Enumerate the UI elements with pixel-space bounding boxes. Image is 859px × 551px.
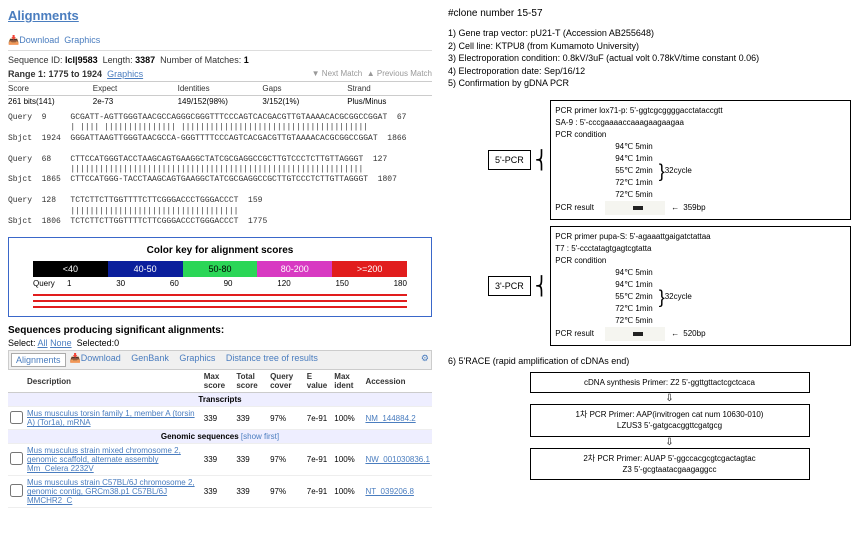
color-key-axis: 1306090120150180 [67,279,407,288]
results-table: Description Max score Total score Query … [8,370,432,508]
graphics-link[interactable]: Graphics [64,35,100,45]
color-key-segment: 50-80 [183,261,258,277]
alignment-block: Query 9 GCGATT-AGTTGGGTAACGCCAGGGCGGGTTT… [8,113,432,227]
row-checkbox[interactable] [10,411,23,424]
result-description[interactable]: Mus musculus strain C57BL/6J chromosome … [25,476,202,508]
transcripts-section: Transcripts [8,393,432,407]
row-checkbox[interactable] [10,484,23,497]
color-key-panel: Color key for alignment scores <4040-505… [8,237,432,317]
3prime-pcr-label: 3'-PCR [488,276,531,296]
color-key-bar: <4040-5050-8080-200>=200 [33,261,407,277]
tab-alignments[interactable]: Alignments [11,353,66,367]
flow-step-3: 2차 PCR Primer: AUAP 5'-ggccacgcgtcgactag… [530,448,810,480]
tab-graphics[interactable]: Graphics [179,353,215,367]
gear-icon[interactable]: ⚙ [421,353,429,367]
select-all-link[interactable]: All [38,338,48,348]
color-key-segment: <40 [33,261,108,277]
accession-link[interactable]: NT_039206.8 [363,476,432,508]
select-row: Select: All None Selected:0 [8,338,432,348]
tabs-bar: Alignments 📥Download GenBank Graphics Di… [8,350,432,370]
experiment-notes: 1) Gene trap vector: pU21-T (Accession A… [448,27,851,90]
genomic-section: Genomic sequences [show first] [8,430,432,444]
seq-id: lcl|9583 [65,55,98,65]
links-row: 📥Download Graphics [8,35,432,46]
color-key-title: Color key for alignment scores [13,242,427,259]
stats-header: Score Expect Identities Gaps Strand [8,81,432,96]
gel-3prime [605,327,665,341]
tab-distance-tree[interactable]: Distance tree of results [226,353,318,367]
stats-row: 261 bits(141) 2e-73 149/152(98%) 3/152(1… [8,96,432,107]
results-header-row: Description Max score Total score Query … [8,370,432,393]
5prime-pcr-label: 5'-PCR [488,150,531,170]
clone-number: #clone number 15-57 [448,8,851,19]
color-key-segment: 40-50 [108,261,183,277]
accession-link[interactable]: NW_001030836.1 [363,444,432,476]
3prime-pcr-box: PCR primer pupa-S: 5'-agaaattgaigatctatt… [550,226,851,346]
num-matches: 1 [244,55,249,65]
tab-genbank[interactable]: GenBank [131,353,169,367]
gel-5prime [605,201,665,215]
result-description[interactable]: Mus musculus strain mixed chromosome 2, … [25,444,202,476]
5prime-pcr-box: PCR primer lox71-p: 5'-ggtcgcggggacctata… [550,100,851,220]
result-row[interactable]: Mus musculus strain mixed chromosome 2, … [8,444,432,476]
race-title: 6) 5'RACE (rapid amplification of cDNAs … [448,356,851,366]
prev-match-link[interactable]: ▲ Previous Match [367,69,432,78]
row-checkbox[interactable] [10,452,23,465]
5prime-size: 359bp [683,203,705,212]
selected-count: Selected:0 [77,338,120,348]
down-arrow-icon: ⇩ [488,393,851,404]
flow-step-2: 1차 PCR Primer: AAP(invitrogen cat num 10… [530,404,810,436]
color-key-segment: 80-200 [257,261,332,277]
query-axis-label: Query [33,279,67,288]
seq-length: 3387 [135,55,155,65]
next-match-link[interactable]: ▼ Next Match [312,69,363,78]
range-info: ▼ Next Match ▲ Previous Match Range 1: 1… [8,69,432,79]
range-graphics-link[interactable]: Graphics [107,69,143,79]
result-description[interactable]: Mus musculus torsin family 1, member A (… [25,407,202,430]
result-row[interactable]: Mus musculus torsin family 1, member A (… [8,407,432,430]
down-arrow-icon: ⇩ [488,437,851,448]
accession-link[interactable]: NM_144884.2 [363,407,432,430]
alignments-heading-link[interactable]: Alignments [8,8,79,23]
select-none-link[interactable]: None [50,338,72,348]
color-key-segment: >=200 [332,261,407,277]
3prime-size: 520bp [683,329,705,338]
result-row[interactable]: Mus musculus strain C57BL/6J chromosome … [8,476,432,508]
download-link[interactable]: 📥Download [8,35,59,45]
significant-alignments-title: Sequences producing significant alignmen… [8,325,432,336]
tab-download[interactable]: 📥Download [70,353,121,367]
sequence-info: Sequence ID: lcl|9583 Length: 3387 Numbe… [8,55,432,65]
flow-step-1: cDNA synthesis Primer: Z2 5'-ggttgttactc… [530,372,810,393]
score-lines [33,294,407,308]
